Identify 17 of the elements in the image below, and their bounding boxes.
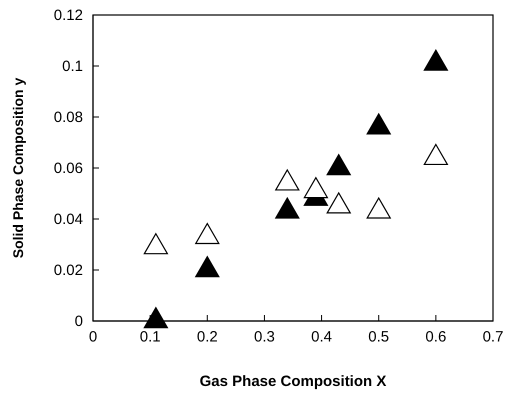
x-axis-title: Gas Phase Composition X	[200, 373, 386, 390]
x-tick-label: 0.2	[196, 328, 218, 346]
x-tick-label: 0.3	[254, 328, 275, 346]
y-tick-label: 0.08	[54, 108, 83, 126]
x-tick-label: 0.5	[368, 328, 390, 346]
x-tick-label: 0.6	[425, 328, 446, 346]
x-tick-label: 0	[88, 328, 98, 346]
y-tick-label: 0.06	[54, 160, 83, 177]
x-tick-label: 0.1	[140, 328, 161, 346]
y-tick-label: 0.04	[54, 210, 83, 228]
x-tick-label: 0.7	[482, 328, 504, 346]
y-tick-label: 0.1	[62, 58, 83, 75]
y-axis-title: Solid Phase Composition y	[10, 78, 26, 258]
y-tick-label: 0.12	[54, 6, 83, 24]
y-tick-label: 0	[74, 312, 83, 330]
x-tick-label: 0.4	[311, 328, 332, 346]
y-tick-label: 0.02	[54, 262, 83, 279]
